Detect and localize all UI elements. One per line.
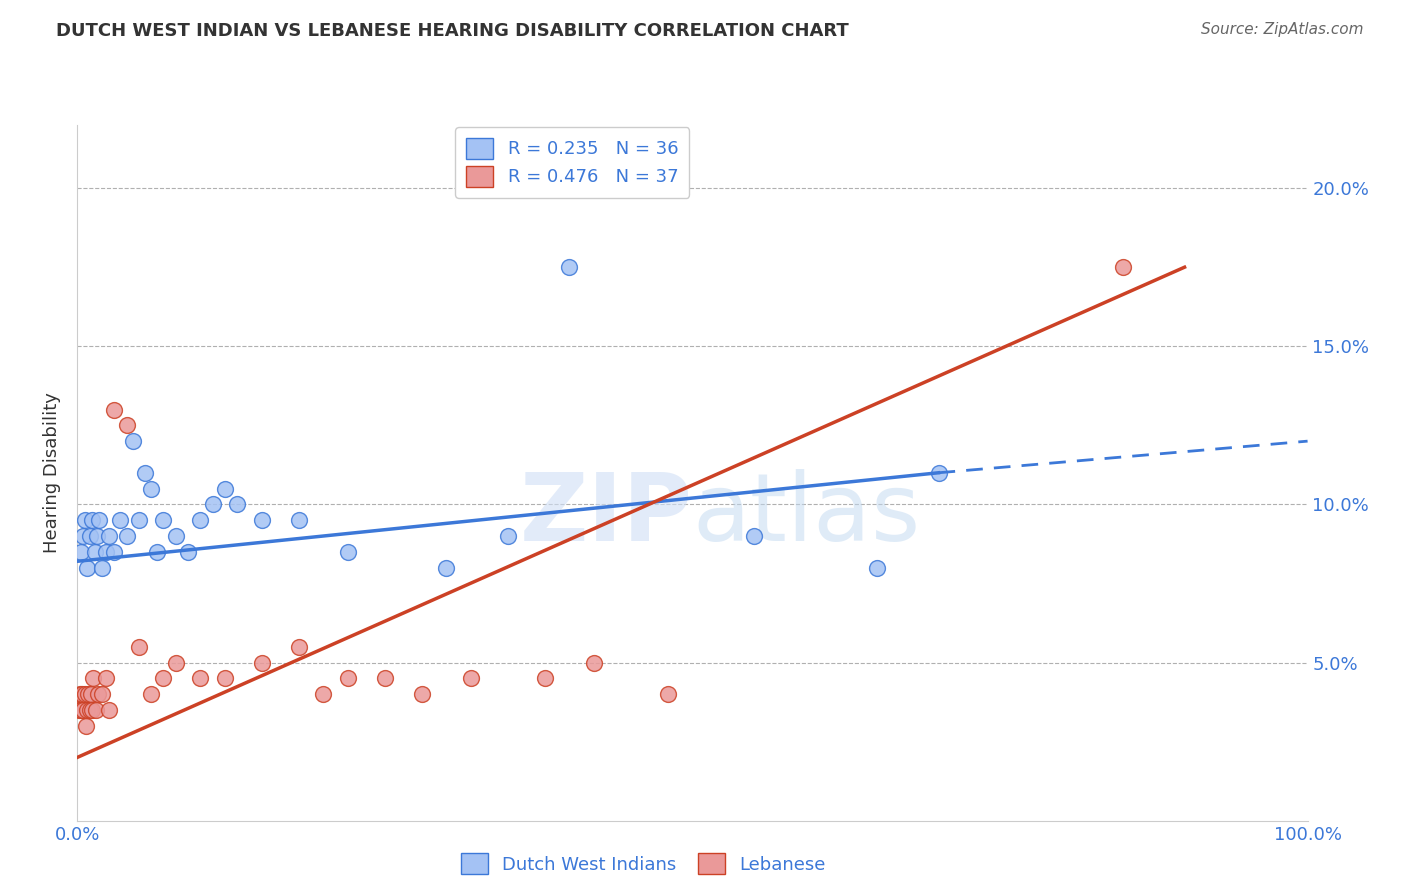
Point (742, 529, 765, 543)
Text: atlas: atlas (693, 468, 921, 560)
Point (70, 687, 93, 701)
Point (534, 671, 557, 685)
Point (76, 560, 98, 574)
Point (1112, 260, 1135, 275)
Point (411, 687, 433, 701)
Point (90, 687, 114, 701)
Point (250, 513, 273, 527)
Point (165, 656, 187, 670)
Point (90, 560, 114, 574)
Point (214, 482, 236, 496)
Point (190, 513, 212, 527)
Point (79, 703, 101, 717)
Point (190, 671, 212, 685)
Point (583, 656, 606, 670)
Point (115, 529, 138, 543)
Point (436, 560, 458, 574)
Point (72, 529, 94, 543)
Point (128, 513, 150, 527)
Point (214, 671, 236, 685)
Point (86, 529, 108, 543)
Point (866, 560, 889, 574)
Point (72, 703, 94, 717)
Point (134, 466, 156, 480)
Point (115, 418, 138, 433)
Point (146, 545, 169, 559)
Point (83, 545, 105, 559)
Point (76, 703, 98, 717)
Point (657, 687, 679, 701)
Point (928, 466, 950, 480)
Point (152, 671, 174, 685)
Point (77, 687, 100, 701)
Point (201, 497, 224, 511)
Text: DUTCH WEST INDIAN VS LEBANESE HEARING DISABILITY CORRELATION CHART: DUTCH WEST INDIAN VS LEBANESE HEARING DI… (56, 22, 849, 40)
Point (89, 513, 111, 527)
Point (226, 497, 249, 511)
Point (337, 545, 360, 559)
Point (98, 529, 121, 543)
Point (73, 687, 96, 701)
Point (70, 545, 93, 559)
Point (460, 671, 482, 685)
Point (103, 545, 125, 559)
Point (94, 671, 117, 685)
Point (94, 545, 117, 559)
Point (69, 687, 91, 701)
Point (496, 529, 519, 543)
Point (82, 703, 104, 717)
Point (110, 513, 132, 527)
Point (75, 719, 97, 733)
Point (73, 513, 96, 527)
Point (98, 703, 121, 717)
Point (288, 513, 311, 527)
Point (70, 703, 93, 717)
Point (128, 640, 150, 654)
Point (67, 703, 90, 717)
Point (165, 529, 187, 543)
Point (141, 482, 163, 496)
Point (141, 687, 163, 701)
Point (177, 545, 200, 559)
Point (80, 687, 103, 701)
Point (79, 529, 101, 543)
Point (82, 671, 104, 685)
Point (558, 260, 581, 275)
Point (250, 656, 273, 670)
Point (103, 402, 125, 417)
Point (121, 434, 143, 449)
Point (312, 687, 335, 701)
Point (374, 671, 396, 685)
Point (87, 687, 110, 701)
Text: Source: ZipAtlas.com: Source: ZipAtlas.com (1201, 22, 1364, 37)
Y-axis label: Hearing Disability: Hearing Disability (44, 392, 62, 553)
Point (337, 671, 360, 685)
Point (84, 703, 107, 717)
Text: ZIP: ZIP (520, 468, 693, 560)
Legend: Dutch West Indians, Lebanese: Dutch West Indians, Lebanese (453, 846, 834, 881)
Point (82, 513, 104, 527)
Point (152, 513, 174, 527)
Point (288, 640, 311, 654)
